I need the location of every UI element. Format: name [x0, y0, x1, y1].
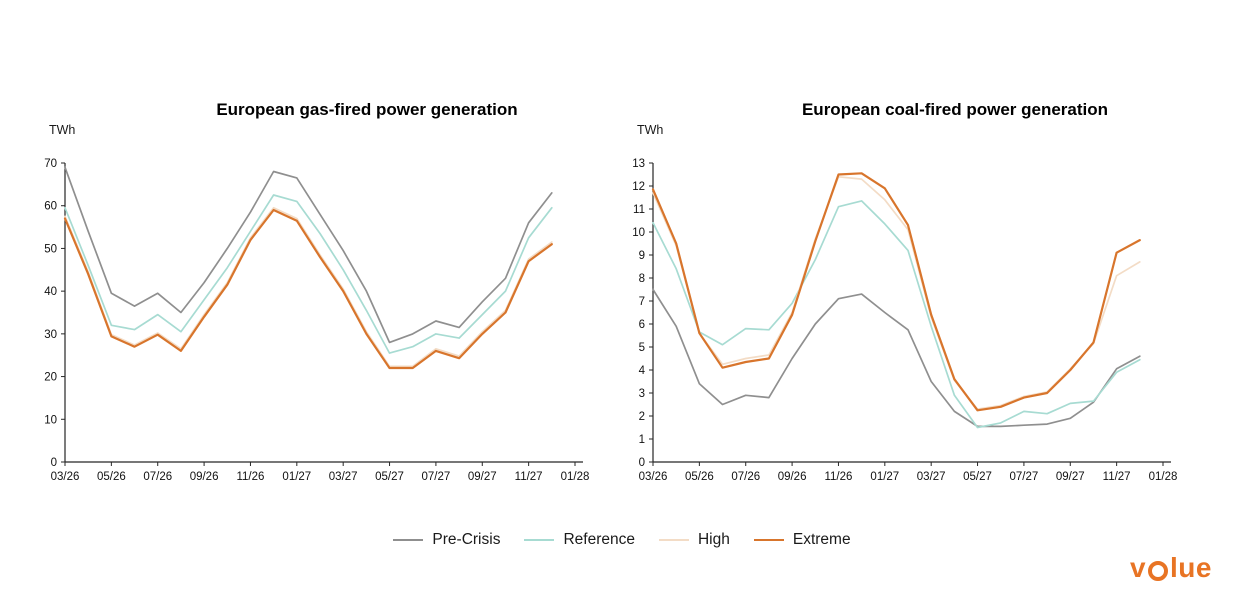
- x-tick-label: 09/27: [468, 471, 497, 483]
- legend-swatch-reference: [524, 538, 555, 542]
- x-tick-label: 05/27: [375, 471, 404, 483]
- y-tick-label: 0: [639, 457, 645, 469]
- y-tick-label: 60: [44, 201, 57, 213]
- coal-chart-title: European coal-fired power generation: [801, 100, 1109, 119]
- x-tick-label: 01/28: [561, 471, 590, 483]
- x-tick-label: 05/26: [97, 471, 126, 483]
- volue-logo-text-v: v: [1129, 552, 1147, 583]
- y-tick-label: 3: [639, 388, 645, 400]
- legend: Pre-Crisis Reference High Extreme: [0, 531, 1244, 549]
- coal-y-axis-unit-label: TWh: [637, 123, 664, 137]
- legend-swatch-pre-crisis: [393, 538, 424, 542]
- y-tick-label: 10: [632, 227, 645, 239]
- y-tick-label: 70: [44, 158, 57, 170]
- y-tick-label: 20: [44, 372, 57, 384]
- gas-chart-title: European gas-fired power generation: [216, 100, 518, 119]
- legend-label-reference: Reference: [563, 531, 635, 548]
- legend-swatch-high: [658, 538, 689, 542]
- y-tick-label: 30: [44, 329, 57, 341]
- series-line-pre-crisis: [64, 166, 553, 344]
- legend-item-pre-crisis: Pre-Crisis: [393, 531, 500, 549]
- y-tick-label: 0: [51, 457, 57, 469]
- volue-logo: v lue: [1130, 554, 1212, 582]
- legend-label-high: High: [697, 531, 730, 548]
- y-tick-label: 9: [639, 250, 645, 262]
- legend-swatch-extreme: [753, 538, 784, 542]
- gas-chart-plot: 0 10 20 30 40 50 60 70 03/26 05/26 07/26 09/26 11/26…: [44, 158, 590, 483]
- legend-item-high: High: [658, 531, 730, 549]
- x-tick-label: 07/26: [731, 471, 760, 483]
- x-tick-label: 03/27: [329, 471, 358, 483]
- x-tick-label: 07/27: [422, 471, 451, 483]
- x-tick-label: 09/26: [778, 471, 807, 483]
- y-tick-label: 6: [639, 319, 645, 331]
- series-line-reference: [652, 200, 1141, 429]
- y-tick-label: 50: [44, 243, 57, 255]
- x-tick-label: 03/27: [917, 471, 946, 483]
- series-line-extreme: [651, 172, 1141, 412]
- x-tick-label: 03/26: [639, 471, 668, 483]
- x-tick-label: 05/26: [685, 471, 714, 483]
- y-tick-label: 4: [639, 365, 646, 377]
- y-tick-label: 5: [639, 342, 645, 354]
- x-tick-label: 11/27: [515, 471, 543, 483]
- x-tick-label: 01/28: [1149, 471, 1178, 483]
- series-line-pre-crisis: [652, 288, 1141, 428]
- x-tick-label: 09/27: [1056, 471, 1085, 483]
- gas-y-axis-unit-label: TWh: [49, 123, 76, 137]
- x-tick-label: 03/26: [51, 471, 80, 483]
- y-tick-label: 7: [639, 296, 645, 308]
- volue-logo-text-lue: lue: [1170, 552, 1212, 583]
- y-tick-label: 40: [44, 286, 57, 298]
- series-line-high: [64, 206, 553, 368]
- y-tick-label: 10: [44, 414, 57, 426]
- x-tick-label: 01/27: [282, 471, 311, 483]
- y-tick-label: 13: [632, 158, 645, 170]
- x-tick-label: 05/27: [963, 471, 992, 483]
- y-tick-label: 1: [639, 434, 645, 446]
- x-tick-label: 11/26: [236, 471, 264, 483]
- x-tick-label: 01/27: [870, 471, 899, 483]
- series-line-extreme: [63, 208, 553, 370]
- x-tick-label: 07/26: [143, 471, 172, 483]
- legend-label-extreme: Extreme: [792, 531, 851, 548]
- volue-logo-o-ring-icon: [1148, 561, 1169, 581]
- y-tick-label: 8: [639, 273, 645, 285]
- legend-item-reference: Reference: [524, 531, 635, 549]
- legend-item-extreme: Extreme: [753, 531, 851, 549]
- x-tick-label: 11/27: [1103, 471, 1131, 483]
- legend-label-pre-crisis: Pre-Crisis: [432, 531, 501, 548]
- y-tick-label: 2: [639, 411, 645, 423]
- y-tick-label: 12: [632, 181, 645, 193]
- x-tick-label: 07/27: [1010, 471, 1039, 483]
- series-line-reference: [64, 194, 553, 354]
- y-tick-label: 11: [633, 204, 645, 216]
- x-tick-label: 11/26: [824, 471, 852, 483]
- x-tick-label: 09/26: [190, 471, 219, 483]
